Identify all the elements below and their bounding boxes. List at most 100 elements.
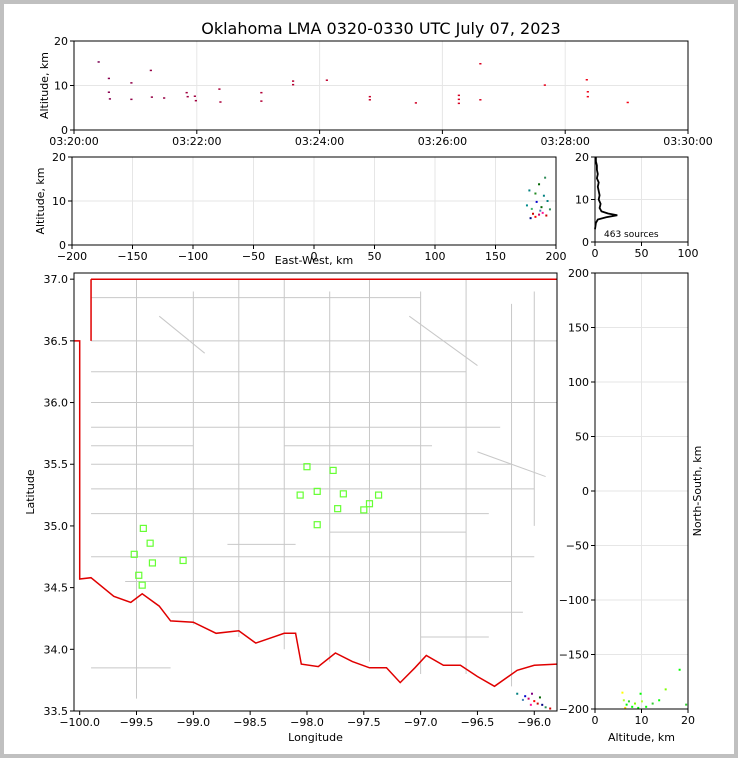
county-line bbox=[408, 315, 478, 366]
lat-tick-label: 34.0 bbox=[44, 643, 69, 656]
time-altitude-point bbox=[414, 102, 417, 104]
time-altitude-point bbox=[107, 77, 110, 80]
oklahoma-state-border bbox=[74, 278, 558, 688]
lma-station-marker bbox=[313, 521, 321, 529]
ew-tick-label: −150 bbox=[117, 250, 147, 263]
ew-tick-label: 150 bbox=[485, 250, 506, 263]
ns-altitude-point bbox=[645, 705, 648, 708]
plan-view-source-point bbox=[530, 692, 533, 695]
east-west-altitude-panel: −200 −150 −100 −50 0 50 100 150 200 0 10 20 Altitude… bbox=[34, 151, 567, 267]
ns-alt-tick-label: 10 bbox=[635, 714, 649, 727]
time-axes-frame bbox=[73, 40, 689, 131]
time-altitude-point bbox=[260, 91, 263, 94]
time-altitude-point bbox=[626, 101, 629, 104]
plan-view-source-point bbox=[527, 697, 530, 700]
hist-alt-tick-label: 10 bbox=[575, 194, 589, 207]
lon-tick-label: −100.0 bbox=[59, 716, 100, 729]
ew-altitude-point bbox=[532, 212, 535, 215]
plan-view-source-point bbox=[529, 703, 532, 706]
ns-altitude-point bbox=[625, 703, 628, 706]
hist-tick-label: 100 bbox=[678, 247, 699, 260]
map-axes-frame bbox=[73, 272, 558, 712]
time-tick-label: 03:20:00 bbox=[49, 135, 98, 148]
county-boundaries bbox=[91, 279, 557, 699]
time-alt-tick-label: 0 bbox=[61, 124, 68, 137]
time-altitude-point bbox=[291, 80, 295, 82]
ns-y-tick-label: −150 bbox=[559, 649, 589, 662]
lma-station-marker bbox=[148, 559, 157, 567]
time-altitude-point bbox=[163, 97, 166, 99]
lma-station-marker bbox=[179, 556, 187, 565]
ew-tick-label: −100 bbox=[178, 250, 208, 263]
figure-title: Oklahoma LMA 0320-0330 UTC July 07, 2023 bbox=[201, 19, 560, 38]
time-altitude-point bbox=[585, 79, 588, 81]
lma-station-marker bbox=[130, 550, 138, 558]
ew-tick-label: 0 bbox=[311, 250, 318, 263]
lon-tick-label: −96.0 bbox=[517, 716, 551, 729]
lma-station-marker bbox=[329, 466, 337, 475]
lat-tick-label: 34.5 bbox=[44, 582, 69, 595]
plan-view-source-point bbox=[516, 692, 519, 695]
time-altitude-point bbox=[219, 101, 222, 103]
ew-tick-label: −50 bbox=[242, 250, 265, 263]
time-tick-label: 03:28:00 bbox=[540, 135, 589, 148]
ew-altitude-point bbox=[540, 206, 543, 209]
source-count-annotation: 463 sources bbox=[604, 230, 659, 240]
lon-tick-label: −97.0 bbox=[404, 716, 438, 729]
ew-altitude-point bbox=[542, 194, 545, 197]
ns-altitude-point bbox=[651, 702, 654, 705]
time-altitude-point bbox=[291, 83, 295, 86]
ew-tick-label: 100 bbox=[425, 250, 446, 263]
ew-altitude-point bbox=[538, 213, 541, 216]
figure-frame: Oklahoma LMA 0320-0330 UTC July 07, 2023… bbox=[4, 4, 734, 754]
ew-altitude-point bbox=[534, 215, 537, 218]
time-altitude-point bbox=[586, 91, 589, 93]
time-altitude-point bbox=[457, 98, 460, 101]
lma-station-marker bbox=[365, 500, 374, 508]
ew-altitude-point bbox=[544, 176, 547, 179]
time-y-label: Altitude, km bbox=[38, 52, 51, 119]
lma-station-marker bbox=[339, 490, 347, 498]
time-altitude-point bbox=[194, 99, 197, 102]
time-alt-tick-label: 20 bbox=[54, 35, 68, 48]
time-altitude-point bbox=[368, 95, 371, 98]
altitude-profile-line bbox=[594, 157, 618, 230]
ew-x-label: East-West, km bbox=[275, 254, 353, 267]
ns-y-tick-label: 150 bbox=[568, 322, 589, 335]
map-x-label: Longitude bbox=[288, 731, 343, 744]
ns-altitude-point bbox=[631, 705, 634, 708]
ew-altitude-point bbox=[546, 200, 549, 202]
plan-view-source-point bbox=[544, 706, 547, 709]
ns-altitude-point bbox=[685, 703, 688, 706]
time-altitude-point bbox=[586, 95, 589, 98]
lat-tick-label: 36.5 bbox=[44, 335, 69, 348]
time-altitude-point bbox=[107, 91, 110, 93]
time-altitude-point bbox=[457, 102, 460, 105]
ns-altitude-point bbox=[622, 699, 625, 702]
time-tick-label: 03:26:00 bbox=[418, 135, 467, 148]
plan-view-source-point bbox=[521, 698, 524, 701]
ew-altitude-point bbox=[525, 204, 528, 207]
time-altitude-panel: 03:20:00 03:22:00 03:24:00 03:26:00 03:28:00… bbox=[38, 35, 713, 148]
lat-tick-label: 35.0 bbox=[44, 520, 69, 533]
map-y-label: Latitude bbox=[24, 469, 37, 515]
ns-alt-tick-label: 0 bbox=[592, 714, 599, 727]
time-tick-label: 03:24:00 bbox=[295, 135, 344, 148]
hist-alt-tick-label: 20 bbox=[575, 151, 589, 164]
hist-tick-label: 50 bbox=[635, 247, 649, 260]
lma-station-marker bbox=[334, 505, 342, 513]
lma-station-marker bbox=[146, 539, 154, 547]
time-altitude-point bbox=[97, 61, 100, 63]
ew-altitude-point bbox=[539, 209, 542, 212]
ns-y-tick-label: 200 bbox=[568, 267, 589, 280]
county-line bbox=[158, 315, 206, 354]
plan-view-source-point bbox=[541, 703, 544, 706]
ns-y-label: North-South, km bbox=[691, 446, 704, 537]
ew-altitude-point bbox=[530, 207, 533, 210]
time-altitude-point bbox=[130, 98, 133, 101]
lon-tick-label: −98.5 bbox=[233, 716, 267, 729]
lma-station-marker bbox=[296, 491, 304, 499]
lma-figure: Oklahoma LMA 0320-0330 UTC July 07, 2023… bbox=[24, 19, 713, 744]
ns-y-tick-label: 50 bbox=[575, 431, 589, 444]
lon-tick-label: −96.5 bbox=[461, 716, 495, 729]
